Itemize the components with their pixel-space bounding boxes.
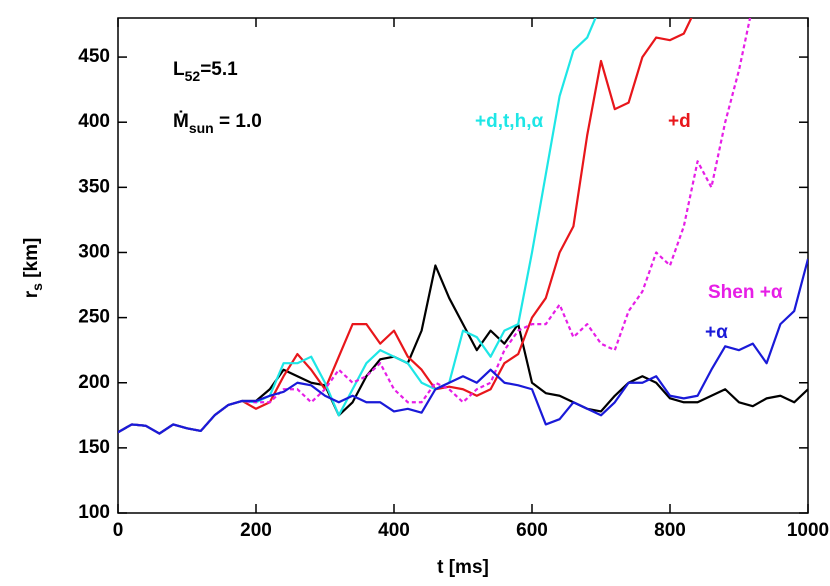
y-tick-label: 100 [78,502,110,523]
y-axis-label: rs [km] [21,238,45,299]
plot-lines [118,18,808,435]
annotation-sub: 52 [185,68,201,84]
annotation: L52=5.1 [173,59,238,84]
y-tick-label: 150 [78,437,110,458]
x-label-text: t [ms] [437,557,489,578]
plot-frame [117,17,809,514]
x-axis-label: t [ms] [437,557,489,578]
annotation-rest: =5.1 [200,59,238,80]
annotation-main: Ṁ [173,111,189,132]
series-line [118,258,808,435]
y-label-sub: s [29,283,45,291]
y-tick-label: 450 [78,46,110,67]
annotation: Ṁsun = 1.0 [173,111,262,136]
x-tick-label: 0 [113,520,124,541]
annotation-sub: sun [189,120,214,136]
y-tick-label: 400 [78,111,110,132]
x-tick-label: 600 [516,520,548,541]
y-label-main: r [21,290,42,298]
y-tick-label: 200 [78,372,110,393]
annotation-main: L [173,59,185,80]
y-tick-label: 300 [78,241,110,262]
y-label-unit: [km] [21,238,42,283]
x-tick-label: 800 [654,520,686,541]
y-tick-label: 250 [78,307,110,328]
x-tick-label: 200 [240,520,272,541]
y-tick-label: 350 [78,176,110,197]
series-line [118,264,808,435]
series-label: +α [705,322,728,343]
series-label: +d,t,h,α [475,111,543,132]
annotation-rest: = 1.0 [214,111,262,132]
x-tick-label: 400 [378,520,410,541]
series-label: +d [668,111,691,132]
x-tick-label: 1000 [787,520,829,541]
series-label: Shen +α [708,282,783,303]
